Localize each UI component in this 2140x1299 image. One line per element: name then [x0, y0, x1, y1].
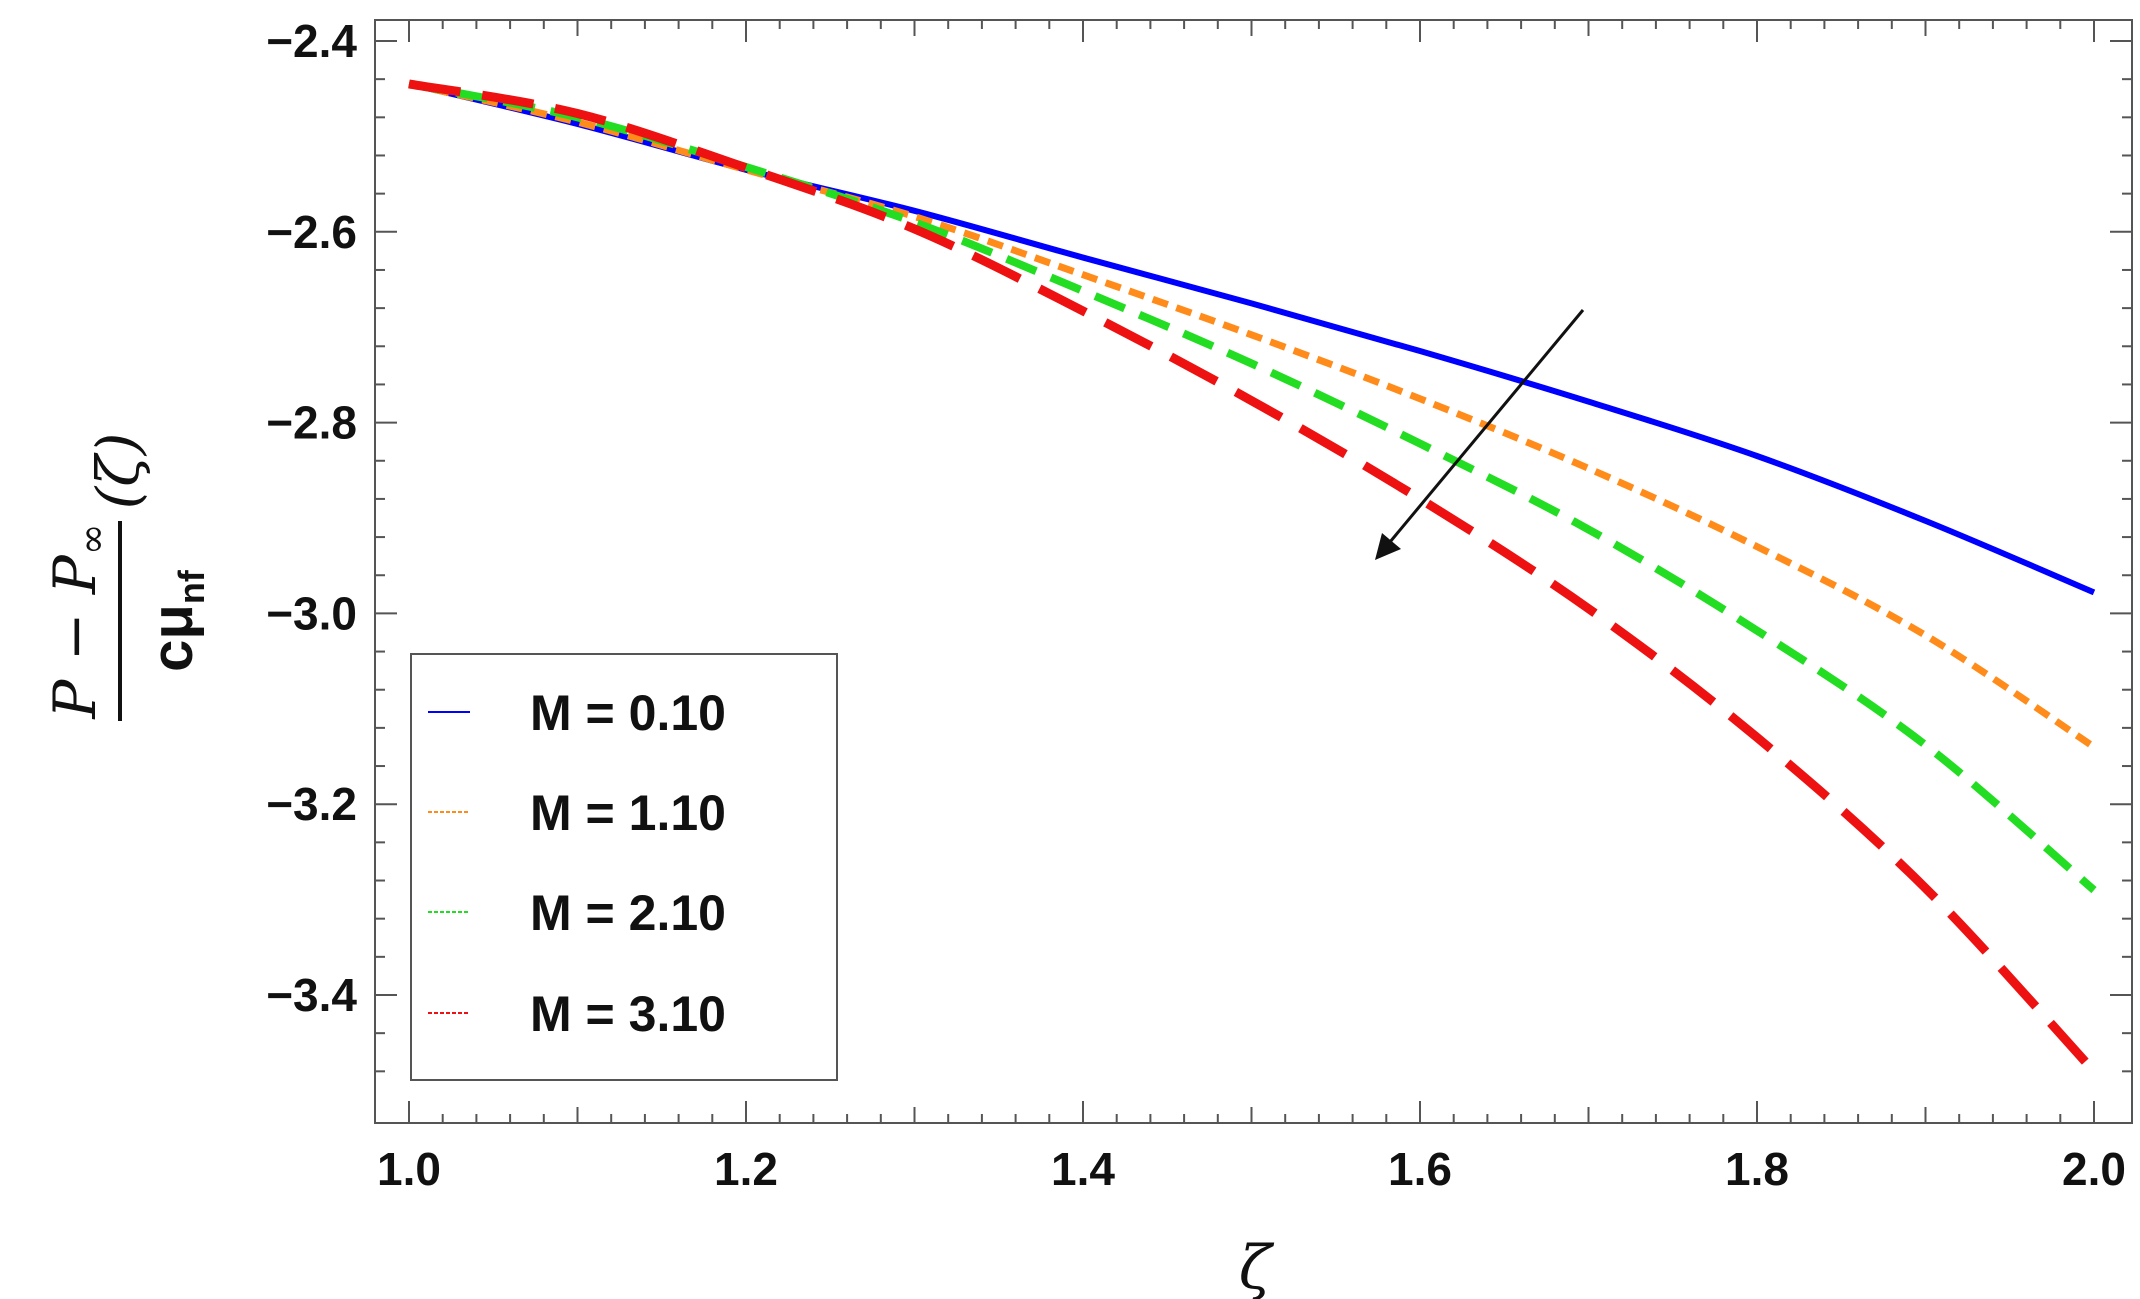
x-tick-label: 1.8 — [1725, 1143, 1789, 1195]
y-tick-label: −2.8 — [266, 397, 357, 449]
series-line-1 — [408, 81, 2096, 596]
series-lines — [408, 79, 2098, 1075]
y-title-denominator: cμ — [140, 604, 205, 672]
y-tick-label: −2.4 — [266, 15, 357, 67]
x-tick-label: 1.6 — [1388, 1143, 1452, 1195]
legend-box — [410, 653, 838, 1081]
legend-label: M = 1.10 — [530, 785, 726, 841]
x-tick-label: 1.4 — [1051, 1143, 1115, 1195]
y-tick-label: −3.4 — [266, 969, 357, 1021]
svg-text:cμnf: cμnf — [140, 569, 212, 672]
legend: M = 0.10 M = 1.10 M = 2.10 M = 3.10 — [410, 653, 838, 1081]
x-axis-title: ζ — [1239, 1233, 1275, 1299]
y-axis-ticks: −2.4 −2.6 −2.8 −3.0 −3.2 −3.4 — [266, 15, 2132, 1073]
y-tick-label: −3.0 — [266, 587, 357, 639]
x-tick-label: 1.2 — [714, 1143, 778, 1195]
legend-label: M = 3.10 — [530, 986, 726, 1042]
x-tick-label: 1.0 — [377, 1143, 441, 1195]
legend-label: M = 2.10 — [530, 885, 726, 941]
plot-frame — [374, 19, 2133, 1124]
x-tick-label: 2.0 — [2062, 1143, 2126, 1195]
trend-arrow — [1375, 309, 1585, 560]
svg-text:P − P∞: P − P∞ — [41, 523, 114, 719]
series-line-2 — [408, 80, 2096, 750]
y-title-denominator-sub: nf — [171, 569, 212, 604]
legend-label: M = 0.10 — [530, 685, 726, 741]
series-line-4 — [408, 79, 2098, 1075]
y-axis-title: P − P∞ (ζ) cμnf — [41, 433, 212, 721]
y-tick-label: −3.2 — [266, 778, 357, 830]
y-title-argument: (ζ) — [84, 433, 152, 510]
y-tick-label: −2.6 — [266, 206, 357, 258]
y-title-numerator: P − P — [41, 554, 109, 719]
y-title-numerator-sub: ∞ — [70, 523, 114, 555]
x-axis-ticks: 1.0 1.2 1.4 1.6 1.8 2.0 — [377, 20, 2126, 1195]
